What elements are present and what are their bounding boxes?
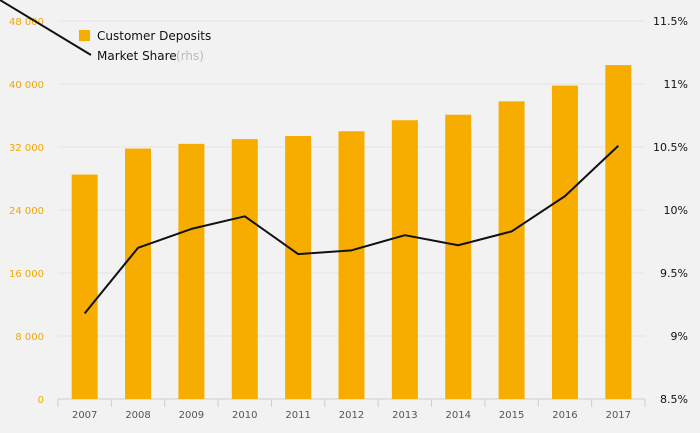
bar	[338, 131, 365, 399]
legend-label-market-share-suffix: (rhs)	[176, 49, 204, 63]
legend: Customer Deposits Market Share (rhs)	[0, 0, 211, 63]
bar	[178, 143, 205, 399]
y-left-tick-label: 24 000	[9, 206, 44, 217]
bar	[445, 114, 472, 400]
x-tick-label: 2008	[125, 410, 150, 421]
y-left-tick-label: 16 000	[9, 269, 44, 280]
y-right-tick-label: 9.5%	[660, 267, 688, 280]
x-tick-label: 2016	[552, 410, 577, 421]
x-tick-label: 2015	[499, 410, 524, 421]
legend-swatch-market-share	[0, 0, 92, 56]
y-right-tick-label: 9%	[671, 330, 688, 343]
line-series	[83, 145, 620, 314]
bar	[71, 174, 98, 399]
y-left-tick-label: 32 000	[9, 143, 44, 154]
x-tick-label: 2011	[285, 410, 310, 421]
y-right-tick-label: 8.5%	[660, 393, 688, 406]
x-tick-label: 2013	[392, 410, 417, 421]
legend-label-market-share: Market Share	[97, 49, 177, 63]
bar-series	[71, 65, 632, 400]
y-right-tick-label: 11.5%	[653, 15, 688, 28]
x-tick-label: 2017	[606, 410, 631, 421]
y-right-tick-label: 11%	[664, 78, 688, 91]
bar	[285, 135, 312, 399]
y-left-tick-label: 8 000	[15, 332, 44, 343]
bar	[605, 65, 632, 399]
x-tick-label: 2007	[72, 410, 97, 421]
bar	[391, 120, 418, 399]
x-tick-label: 2014	[446, 410, 471, 421]
legend-label-customer-deposits: Customer Deposits	[97, 29, 211, 43]
bar	[498, 101, 525, 399]
y-left-tick-label: 48 000	[9, 17, 44, 28]
y-left-tick-label: 0	[38, 395, 44, 406]
x-tick-label: 2012	[339, 410, 364, 421]
x-tick-label: 2010	[232, 410, 257, 421]
x-tick-label: 2009	[179, 410, 204, 421]
axes: 0 8 000 16 000 24 000 32 000 40 000 48 000 8.5%…	[9, 15, 688, 421]
y-right-tick-label: 10.5%	[653, 141, 688, 154]
bar	[551, 85, 578, 399]
bar	[125, 148, 152, 399]
legend-swatch-customer-deposits	[79, 30, 90, 41]
y-left-tick-label: 40 000	[9, 80, 44, 91]
bar	[231, 139, 258, 399]
y-right-tick-label: 10%	[664, 204, 688, 217]
